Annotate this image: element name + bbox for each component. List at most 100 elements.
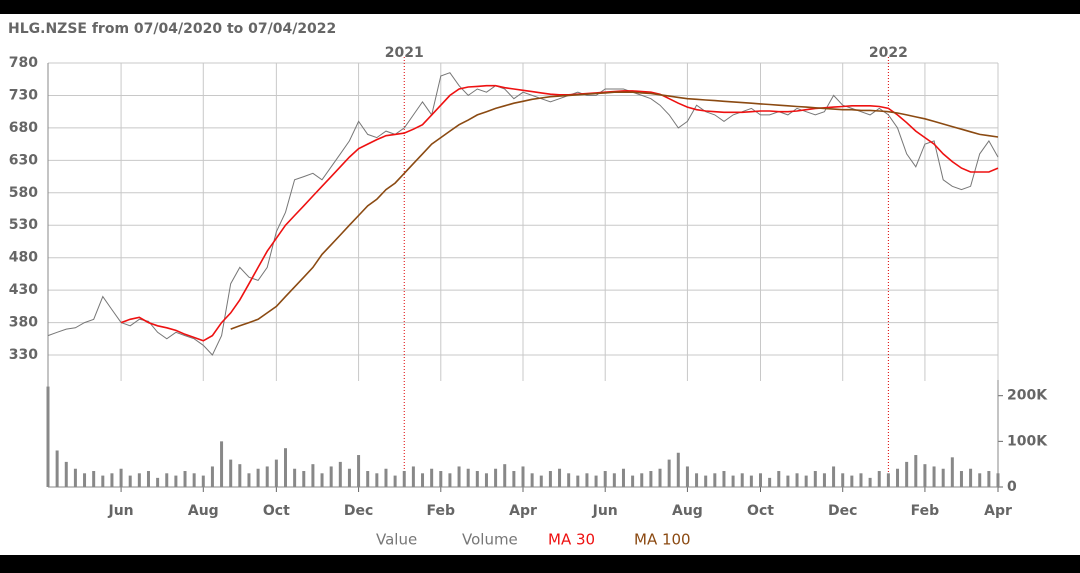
volume-bar <box>603 471 607 487</box>
volume-bar <box>284 448 287 487</box>
volume-bar <box>256 468 260 487</box>
volume-bar <box>941 468 945 487</box>
y2-tick-label: 200K <box>1007 388 1048 404</box>
volume-bar <box>238 464 242 487</box>
volume-bar <box>229 459 233 487</box>
volume-bar <box>421 473 425 487</box>
volume-bar <box>996 473 1000 487</box>
volume-bar <box>357 455 361 487</box>
volume-bar <box>759 473 762 487</box>
volume-bar <box>558 468 562 487</box>
volume-bar <box>896 468 900 487</box>
volume-bar <box>201 475 205 487</box>
volume-bar <box>749 475 753 487</box>
volume-bar <box>640 473 644 487</box>
volume-bar <box>375 473 379 487</box>
volume-bar <box>393 475 397 487</box>
volume-bar <box>594 475 598 487</box>
y-tick-label: 530 <box>9 217 38 233</box>
volume-bar <box>320 473 324 487</box>
volume-bar <box>859 473 863 487</box>
volume-bar <box>631 475 635 487</box>
volume-bar <box>822 473 826 487</box>
series-line <box>230 91 999 330</box>
y-tick-label: 430 <box>9 282 38 298</box>
x-tick-label: Dec <box>828 503 857 519</box>
x-tick-label: Apr <box>984 503 1012 519</box>
volume-bar <box>430 468 434 487</box>
volume-bar <box>530 473 534 487</box>
volume-bar <box>685 466 689 487</box>
volume-bar <box>475 471 479 487</box>
volume-bar <box>484 473 488 487</box>
volume-bar <box>649 471 653 487</box>
volume-bar <box>137 473 141 487</box>
volume-bar <box>576 475 580 487</box>
volume-bar <box>868 477 872 487</box>
volume-bar <box>987 471 991 487</box>
volume-bar <box>795 473 799 487</box>
volume-bar <box>402 471 406 487</box>
x-tick-label: Aug <box>672 503 703 519</box>
volume-bar <box>521 466 525 487</box>
legend-entry: MA 30 <box>548 531 595 549</box>
volume-bar <box>841 473 845 487</box>
x-tick-label: Aug <box>188 503 219 519</box>
y-tick-label: 680 <box>9 120 38 136</box>
volume-bar <box>494 468 498 487</box>
volume-bar <box>978 473 982 487</box>
volume-bar <box>457 466 461 487</box>
volume-bar <box>804 475 808 487</box>
volume-bar <box>959 471 963 487</box>
volume-bar <box>914 455 918 487</box>
volume-bar <box>923 464 927 487</box>
volume-bar <box>73 468 77 487</box>
volume-bar <box>448 473 452 487</box>
volume-bar <box>165 473 169 487</box>
volume-bar <box>548 471 552 487</box>
volume-bar <box>932 466 936 487</box>
y-tick-label: 330 <box>9 347 38 363</box>
volume-bar <box>183 471 187 487</box>
y-tick-label: 730 <box>9 87 38 103</box>
volume-bar <box>585 473 589 487</box>
volume-bar <box>174 475 178 487</box>
volume-bar <box>110 473 114 487</box>
y2-tick-label: 100K <box>1007 433 1048 449</box>
x-tick-label: Feb <box>911 503 940 519</box>
volume-bar <box>146 471 150 487</box>
volume-bar <box>46 386 50 487</box>
y-tick-label: 580 <box>9 185 38 201</box>
volume-bar <box>329 466 333 487</box>
volume-bar <box>366 471 370 487</box>
volume-bar <box>886 473 890 487</box>
legend-entry: Volume <box>462 531 518 549</box>
volume-bar <box>92 471 96 487</box>
volume-bar <box>731 475 735 487</box>
y-tick-label: 480 <box>9 250 38 266</box>
volume-bar <box>768 477 772 487</box>
volume-bar <box>265 466 269 487</box>
volume-bar <box>338 461 342 487</box>
volume-bar <box>192 473 196 487</box>
volume-bar <box>950 457 954 487</box>
x-tick-label: Dec <box>344 503 373 519</box>
y-tick-label: 630 <box>9 152 38 168</box>
volume-bar <box>676 452 680 487</box>
volume-bar <box>713 473 717 487</box>
year-label: 2022 <box>869 45 908 61</box>
volume-bar <box>101 475 105 487</box>
y2-tick-label: 0 <box>1007 479 1017 495</box>
volume-bar <box>411 466 415 487</box>
volume-bar <box>311 464 315 487</box>
legend-entry: Value <box>376 531 417 549</box>
volume-bar <box>667 459 671 487</box>
volume-bar <box>567 473 571 487</box>
volume-bar <box>466 468 470 487</box>
volume-bar <box>969 468 973 487</box>
x-tick-label: Jun <box>107 503 133 519</box>
volume-bar <box>695 473 699 487</box>
series-line <box>120 84 999 342</box>
x-tick-label: Apr <box>509 503 537 519</box>
